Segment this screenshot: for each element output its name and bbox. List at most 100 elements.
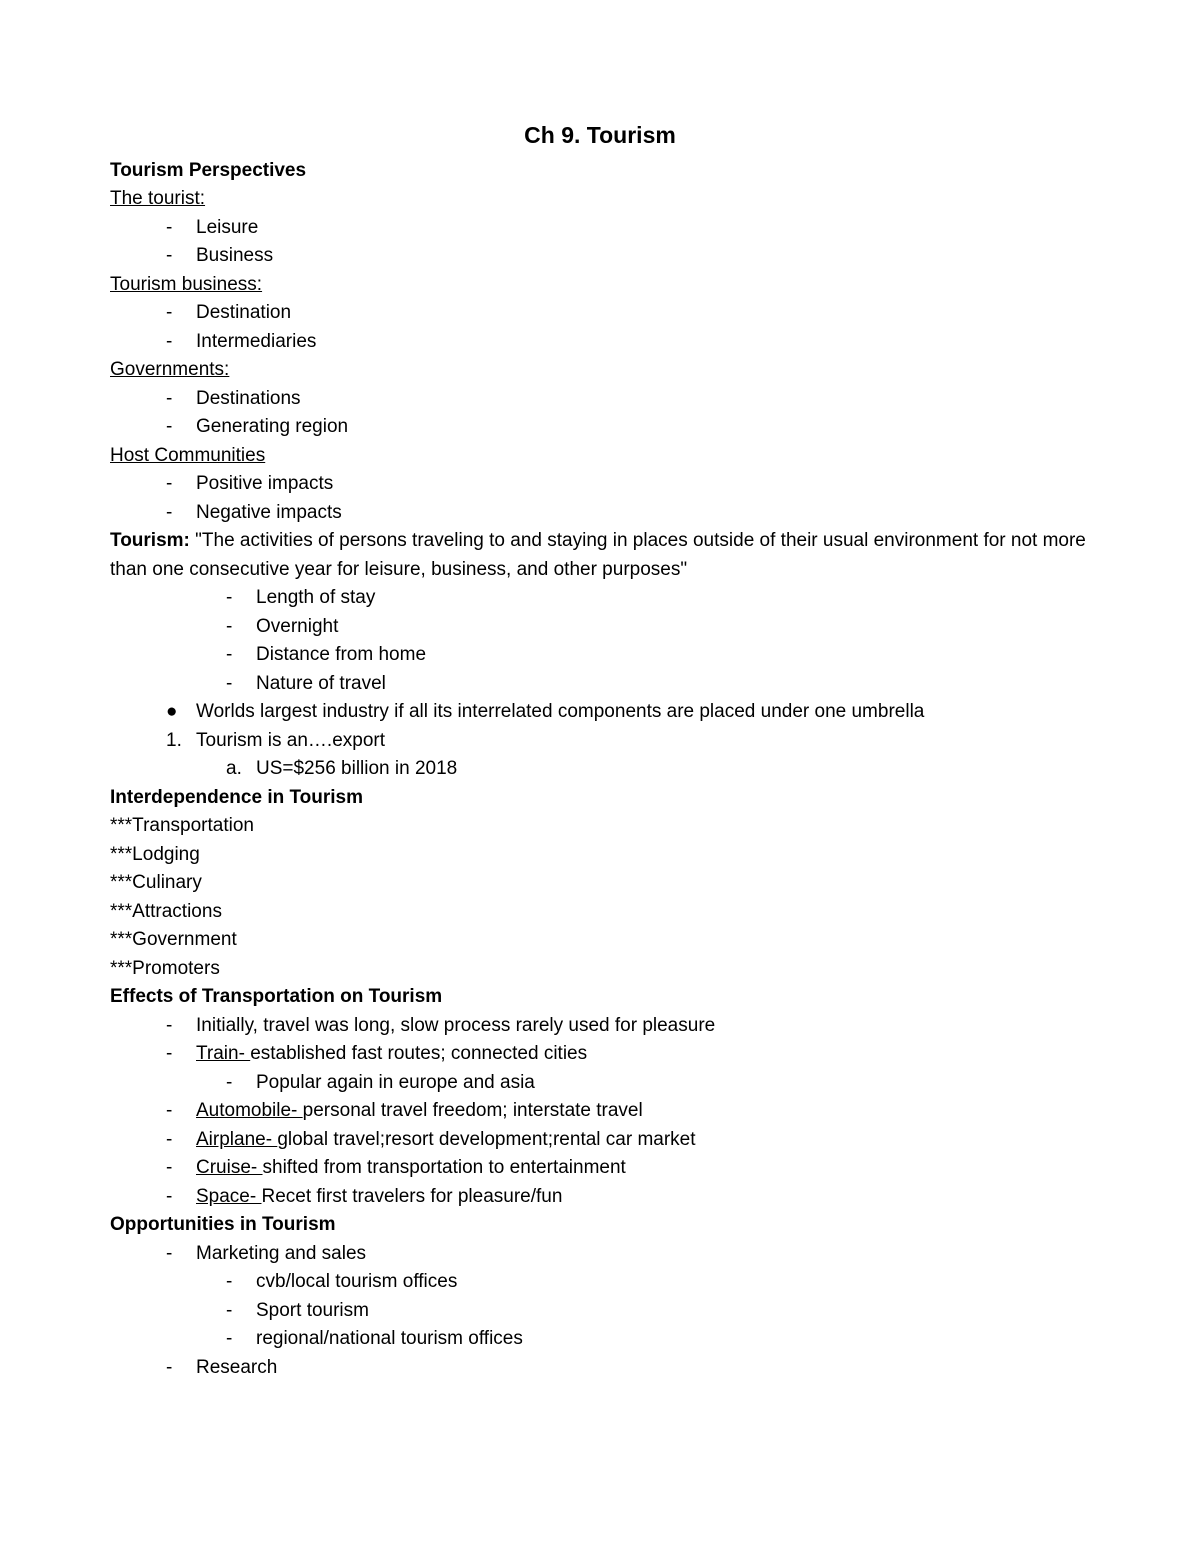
list-text: Overnight	[256, 613, 1090, 642]
dash-marker: -	[226, 1325, 256, 1354]
star-item: ***Culinary	[110, 869, 1090, 898]
rest-airplane: global travel;resort development;rental …	[277, 1129, 695, 1150]
list-text: Research	[196, 1354, 1090, 1383]
list-text: Automobile- personal travel freedom; int…	[196, 1097, 1090, 1126]
underline-airplane: Airplane-	[196, 1129, 277, 1150]
list-item: -Intermediaries	[110, 328, 1090, 357]
dash-marker: -	[226, 613, 256, 642]
dash-marker: -	[166, 413, 196, 442]
list-item: -Overnight	[110, 613, 1090, 642]
star-item: ***Attractions	[110, 898, 1090, 927]
underline-auto: Automobile-	[196, 1100, 303, 1121]
list-item: -Automobile- personal travel freedom; in…	[110, 1097, 1090, 1126]
dash-marker: -	[166, 1040, 196, 1069]
dash-marker: -	[166, 470, 196, 499]
list-text: Destination	[196, 299, 1090, 328]
list-item: -Airplane- global travel;resort developm…	[110, 1126, 1090, 1155]
star-item: ***Lodging	[110, 841, 1090, 870]
dash-marker: -	[166, 328, 196, 357]
list-item: -Train- established fast routes; connect…	[110, 1040, 1090, 1069]
subhead-tourismbiz: Tourism business:	[110, 271, 1090, 300]
underline-train: Train-	[196, 1043, 250, 1064]
subhead-hostcomm: Host Communities	[110, 442, 1090, 471]
list-item: -regional/national tourism offices	[110, 1325, 1090, 1354]
list-text: Distance from home	[256, 641, 1090, 670]
list-text: Worlds largest industry if all its inter…	[196, 698, 1090, 727]
dash-marker: -	[166, 1240, 196, 1269]
list-text: Train- established fast routes; connecte…	[196, 1040, 1090, 1069]
dash-marker: -	[166, 499, 196, 528]
list-item: -Research	[110, 1354, 1090, 1383]
list-item: -Generating region	[110, 413, 1090, 442]
heading-opportunities: Opportunities in Tourism	[110, 1211, 1090, 1240]
tourism-label: Tourism:	[110, 530, 190, 551]
subhead-governments: Governments:	[110, 356, 1090, 385]
list-item: -Initially, travel was long, slow proces…	[110, 1012, 1090, 1041]
list-item: -Cruise- shifted from transportation to …	[110, 1154, 1090, 1183]
tourism-def-text: "The activities of persons traveling to …	[110, 530, 1086, 580]
dash-marker: -	[166, 214, 196, 243]
list-item: -Leisure	[110, 214, 1090, 243]
list-text: Nature of travel	[256, 670, 1090, 699]
dash-marker: -	[166, 1012, 196, 1041]
list-item: -Space- Recet first travelers for pleasu…	[110, 1183, 1090, 1212]
dash-marker: -	[166, 1354, 196, 1383]
list-item: -Popular again in europe and asia	[110, 1069, 1090, 1098]
dash-marker: -	[226, 641, 256, 670]
list-item: a.US=$256 billion in 2018	[110, 755, 1090, 784]
list-item: 1.Tourism is an….export	[110, 727, 1090, 756]
list-text: Generating region	[196, 413, 1090, 442]
list-item: -Positive impacts	[110, 470, 1090, 499]
rest-cruise: shifted from transportation to entertain…	[263, 1157, 626, 1178]
list-item: -cvb/local tourism offices	[110, 1268, 1090, 1297]
dash-marker: -	[166, 242, 196, 271]
star-item: ***Transportation	[110, 812, 1090, 841]
list-text: Intermediaries	[196, 328, 1090, 357]
list-item: -Nature of travel	[110, 670, 1090, 699]
dash-marker: -	[226, 670, 256, 699]
list-item: -Destination	[110, 299, 1090, 328]
list-text: Leisure	[196, 214, 1090, 243]
underline-cruise: Cruise-	[196, 1157, 263, 1178]
list-text: Business	[196, 242, 1090, 271]
rest-auto: personal travel freedom; interstate trav…	[303, 1100, 643, 1121]
list-text: Length of stay	[256, 584, 1090, 613]
dash-marker: -	[226, 1069, 256, 1098]
list-text: Sport tourism	[256, 1297, 1090, 1326]
list-text: Negative impacts	[196, 499, 1090, 528]
dash-marker: -	[226, 584, 256, 613]
list-item: -Business	[110, 242, 1090, 271]
list-text: Destinations	[196, 385, 1090, 414]
list-text: cvb/local tourism offices	[256, 1268, 1090, 1297]
underline-space: Space-	[196, 1186, 261, 1207]
star-item: ***Promoters	[110, 955, 1090, 984]
list-item: ●Worlds largest industry if all its inte…	[110, 698, 1090, 727]
dash-marker: -	[166, 1097, 196, 1126]
dash-marker: -	[166, 1154, 196, 1183]
list-text: US=$256 billion in 2018	[256, 755, 1090, 784]
star-item: ***Government	[110, 926, 1090, 955]
list-text: Airplane- global travel;resort developme…	[196, 1126, 1090, 1155]
list-item: -Negative impacts	[110, 499, 1090, 528]
list-text: Cruise- shifted from transportation to e…	[196, 1154, 1090, 1183]
rest-train: established fast routes; connected citie…	[250, 1043, 587, 1064]
list-item: -Length of stay	[110, 584, 1090, 613]
page-title: Ch 9. Tourism	[110, 118, 1090, 153]
list-text: Positive impacts	[196, 470, 1090, 499]
tourism-definition: Tourism: "The activities of persons trav…	[110, 527, 1090, 584]
number-marker: 1.	[166, 727, 196, 756]
dash-marker: -	[226, 1268, 256, 1297]
heading-interdependence: Interdependence in Tourism	[110, 784, 1090, 813]
bullet-marker: ●	[166, 698, 196, 727]
list-text: Popular again in europe and asia	[256, 1069, 1090, 1098]
dash-marker: -	[226, 1297, 256, 1326]
heading-effects: Effects of Transportation on Tourism	[110, 983, 1090, 1012]
heading-perspectives: Tourism Perspectives	[110, 157, 1090, 186]
dash-marker: -	[166, 299, 196, 328]
list-item: -Destinations	[110, 385, 1090, 414]
rest-space: Recet first travelers for pleasure/fun	[261, 1186, 562, 1207]
subhead-tourist: The tourist:	[110, 185, 1090, 214]
list-item: -Sport tourism	[110, 1297, 1090, 1326]
list-item: -Marketing and sales	[110, 1240, 1090, 1269]
list-text: Marketing and sales	[196, 1240, 1090, 1269]
